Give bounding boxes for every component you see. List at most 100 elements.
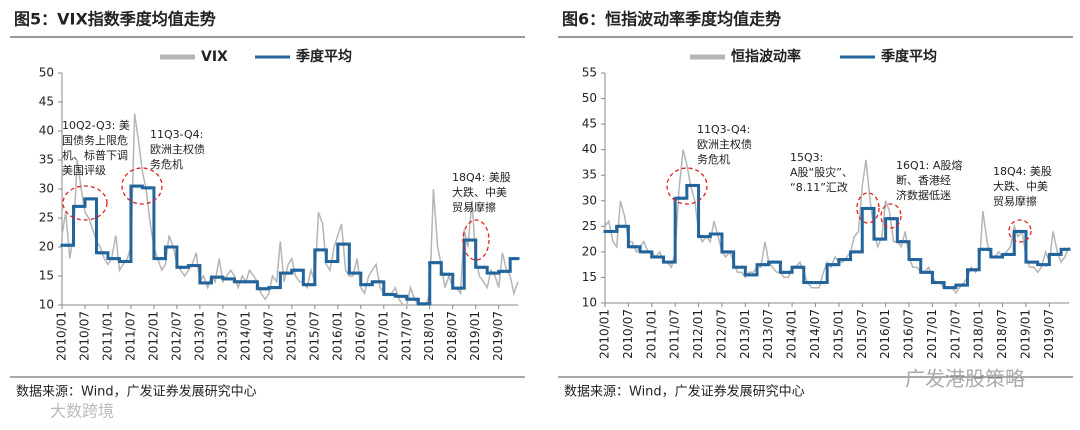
y-tick-label: 55 (582, 66, 597, 80)
y-tick-label: 40 (39, 124, 54, 138)
x-tick-label: 2019/07 (1042, 309, 1056, 359)
annotation: 国债务上限危 (62, 133, 128, 147)
x-tick-label: 2017/01 (376, 311, 390, 361)
x-tick-label: 2013/01 (192, 311, 206, 361)
x-tick-label: 2015/01 (284, 311, 298, 361)
x-tick-label: 2010/07 (77, 311, 91, 361)
x-tick-label: 2014/01 (785, 309, 799, 359)
watermark: 广发港股策略 (905, 367, 1025, 391)
x-tick-label: 2011/07 (668, 309, 682, 359)
x-tick-label: 2016/07 (353, 311, 367, 361)
highlight-ring (121, 167, 163, 205)
annotation: 欧洲主权债 (150, 142, 205, 156)
annotation: 11Q3-Q4: (150, 128, 203, 141)
x-tick-label: 2016/01 (330, 311, 344, 361)
x-tick-label: 2014/01 (238, 311, 252, 361)
y-tick-label: 45 (39, 95, 54, 109)
x-tick-label: 2012/07 (169, 311, 183, 361)
annotation: “8.11”汇改 (790, 180, 848, 194)
x-tick-label: 2010/07 (621, 309, 635, 359)
y-tick-label: 15 (39, 269, 54, 283)
y-tick-label: 30 (582, 193, 597, 207)
annotation: 18Q4: 美股 (993, 165, 1052, 178)
x-tick-label: 2016/07 (902, 309, 916, 359)
annotation: 贸易摩擦 (993, 194, 1037, 208)
x-tick-label: 2012/01 (691, 309, 705, 359)
y-tick-label: 20 (39, 240, 54, 254)
annotation: A股“股灾”、 (790, 165, 853, 179)
y-tick-label: 35 (582, 168, 597, 182)
y-tick-label: 10 (39, 298, 54, 312)
source: 数据来源：Wind，广发证券发展研究中心 (16, 384, 257, 400)
annotation: 大跌、中美 (452, 185, 507, 199)
y-tick-label: 45 (582, 117, 597, 131)
highlight-ring (666, 167, 708, 205)
chart: 图5：VIX指数季度均值走势 10 15 20 25 30 35 40 45 50 2010/01 2… (10, 10, 525, 400)
legend-label: VIX (201, 49, 228, 65)
x-tick-label: 2012/07 (714, 309, 728, 359)
x-tick-label: 2018/07 (995, 309, 1009, 359)
y-tick-label: 50 (39, 66, 54, 80)
y-tick-label: 40 (582, 142, 597, 156)
x-tick-label: 2010/01 (598, 309, 612, 359)
annotation: 11Q3-Q4: (697, 123, 750, 136)
annotation: 美国评级 (62, 164, 106, 177)
y-tick-label: 15 (582, 270, 597, 284)
x-tick-label: 2014/07 (261, 311, 275, 361)
annotation: 务危机 (150, 157, 183, 171)
highlight-ring (462, 219, 490, 261)
x-tick-label: 2018/07 (445, 311, 459, 361)
x-tick-label: 2015/07 (855, 309, 869, 359)
highlight-ring (856, 192, 880, 224)
x-tick-label: 2017/01 (925, 309, 939, 359)
x-tick-label: 2010/01 (55, 311, 69, 361)
x-tick-label: 2019/07 (491, 311, 505, 361)
x-tick-label: 2015/01 (831, 309, 845, 359)
y-tick-label: 20 (582, 244, 597, 258)
chart-title: 图5：VIX指数季度均值走势 (14, 10, 216, 29)
y-tick-label: 10 (582, 296, 597, 310)
annotation: 欧洲主权债 (697, 137, 752, 151)
y-tick-label: 25 (582, 219, 597, 233)
x-tick-label: 2013/07 (215, 311, 229, 361)
chart: 图6：恒指波动率季度均值走势 10 15 20 25 30 35 40 45 50 55 2010/0… (558, 10, 1073, 400)
legend-label: 季度平均 (295, 48, 352, 65)
annotation: 18Q4: 美股 (452, 171, 511, 184)
y-tick-label: 35 (39, 153, 54, 167)
highlight-ring (62, 185, 108, 221)
x-tick-label: 2013/07 (761, 309, 775, 359)
x-tick-label: 2016/01 (878, 309, 892, 359)
x-tick-label: 2019/01 (468, 311, 482, 361)
legend-label: 恒指波动率 (731, 48, 801, 65)
y-tick-label: 25 (39, 211, 54, 225)
x-tick-label: 2017/07 (948, 309, 962, 359)
highlight-ring (880, 203, 902, 229)
y-tick-label: 50 (582, 91, 597, 105)
annotation: 断、香港经 (896, 173, 951, 187)
x-tick-label: 2018/01 (972, 309, 986, 359)
source: 数据来源：Wind，广发证券发展研究中心 (564, 384, 805, 400)
x-tick-label: 2013/01 (738, 309, 752, 359)
annotation: 务危机 (697, 152, 730, 166)
x-tick-label: 2018/01 (422, 311, 436, 361)
chart-title: 图6：恒指波动率季度均值走势 (562, 10, 781, 29)
annotation: 贸易摩擦 (452, 200, 496, 214)
y-tick-label: 30 (39, 182, 54, 196)
x-tick-label: 2015/07 (307, 311, 321, 361)
annotation: 15Q3: (790, 151, 823, 164)
x-tick-label: 2014/07 (808, 309, 822, 359)
x-tick-label: 2011/01 (100, 311, 114, 361)
annotation: 10Q2-Q3: 美 (62, 119, 130, 132)
annotation: 济数据低迷 (896, 188, 951, 202)
x-tick-label: 2019/01 (1018, 309, 1032, 359)
x-tick-label: 2017/07 (399, 311, 413, 361)
x-tick-label: 2012/01 (146, 311, 160, 361)
annotation: 大跌、中美 (993, 179, 1048, 193)
annotation: 机、标普下调 (62, 148, 128, 162)
x-tick-label: 2011/07 (123, 311, 137, 361)
highlight-ring (1008, 219, 1032, 243)
annotation: 16Q1: A股熔 (896, 158, 962, 172)
watermark: 大数跨境 (50, 402, 114, 421)
x-tick-label: 2011/01 (644, 309, 658, 359)
